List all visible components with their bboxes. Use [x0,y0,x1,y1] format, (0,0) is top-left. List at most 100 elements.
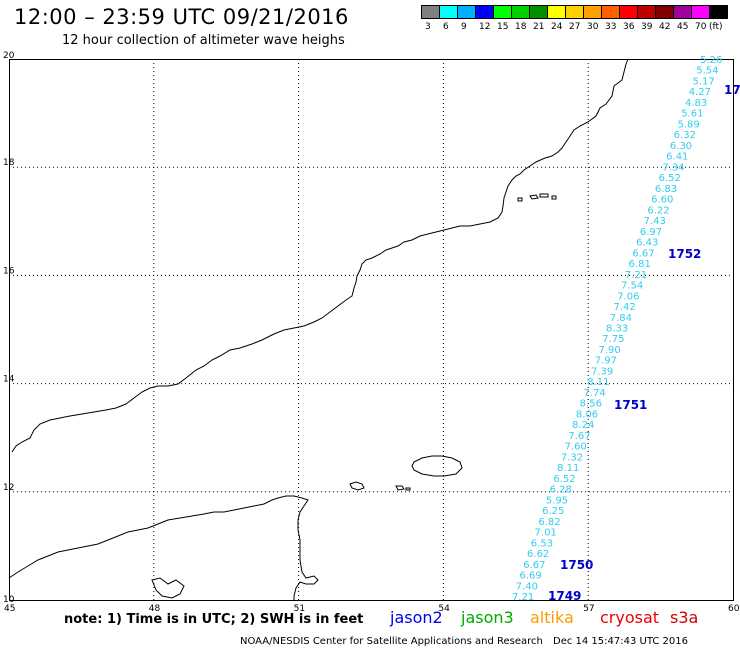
swh-value: 7.67 [568,431,590,442]
mission-s3a: s3a [670,608,699,627]
lat-tick-label: 18 [3,158,15,168]
swh-value: 6.67 [632,248,654,259]
color-scale-label: 42 [659,22,671,32]
swh-value: 7.84 [610,313,632,324]
swh-value: 6.62 [527,549,549,560]
color-scale-unit: (ft) [709,22,723,32]
swh-value: 6.97 [640,227,662,238]
swh-value: 8.56 [580,399,602,410]
swh-value: 6.81 [629,259,651,270]
swh-value: 8.11 [557,463,579,474]
color-swatch [529,5,548,19]
satellite-track-swh: 5.265.545.174.274.835.615.896.326.306.41… [512,55,722,603]
swh-value: 5.54 [696,66,718,77]
swh-value: 6.30 [670,141,692,152]
lat-tick-label: 20 [3,51,15,61]
swh-value: 6.25 [542,506,564,517]
swh-value: 7.75 [602,334,624,345]
color-swatch [691,5,710,19]
color-scale-label: 33 [605,22,617,32]
color-scale-label: 24 [551,22,563,32]
color-swatch [601,5,620,19]
track-time-label: 1751 [614,398,647,412]
color-scale-label: 9 [461,22,467,32]
lat-tick-label: 14 [3,375,15,385]
swh-value: 6.22 [647,205,669,216]
swh-value: 7.74 [583,388,605,399]
color-swatch [565,5,584,19]
color-swatch [637,5,656,19]
swh-value: 7.06 [617,291,639,302]
color-scale-label: 36 [623,22,635,32]
color-scale-label: 21 [533,22,545,32]
credit-line: NOAA/NESDIS Center for Satellite Applica… [240,636,543,647]
longitude-labels: 45 48 51 54 57 60 [4,604,740,614]
mission-jason3: jason3 [461,608,514,627]
swh-value: 5.17 [692,76,714,87]
swh-value: 8.24 [572,420,594,431]
swh-value: 7.54 [621,281,643,292]
swh-value: 5.26 [700,55,722,66]
lon-tick-label: 54 [438,604,450,614]
color-swatch [709,5,728,19]
map-grid [9,59,733,600]
color-scale-label: 15 [497,22,509,32]
swh-value: 8.11 [587,377,609,388]
swh-value: 7.01 [535,528,557,539]
swh-value: 7.21 [512,592,534,603]
color-scale-label: 30 [587,22,599,32]
swh-value: 6.43 [636,238,658,249]
wave-height-color-scale: 3 6 9 12 15 18 21 24 27 30 33 36 39 42 45 70 (ft) [421,5,728,33]
swh-value: 7.97 [595,356,617,367]
map-subtitle: 12 hour collection of altimeter wave hei… [62,33,345,48]
color-swatch [619,5,638,19]
swh-value: 8.33 [606,324,628,335]
lat-tick-label: 12 [3,483,14,493]
swh-value: 5.61 [681,109,703,120]
mission-altika: altika [530,608,574,627]
track-time-labels: 17 1752 1751 1750 1749 [548,83,740,603]
swh-value: 6.83 [655,184,677,195]
lon-tick-label: 57 [583,604,594,614]
swh-value: 7.21 [625,270,647,281]
mission-cryosat: cryosat [600,608,660,627]
mission-jason2: jason2 [390,608,443,627]
track-time-label: 1749 [548,589,581,603]
color-swatch [475,5,494,19]
color-scale-label: 12 [479,22,491,32]
swh-value: 7.34 [662,162,684,173]
track-time-label: 17 [724,83,740,97]
color-scale-label: 27 [569,22,581,32]
swh-value: 8.06 [576,409,598,420]
swh-value: 4.27 [689,87,711,98]
swh-value: 5.89 [677,119,699,130]
color-swatch [673,5,692,19]
islands [151,193,557,599]
swh-value: 5.95 [546,495,568,506]
map-title: 12:00 – 23:59 UTC 09/21/2016 [14,5,349,29]
lon-tick-label: 60 [728,604,740,614]
color-swatch [421,5,440,19]
color-scale-label: 70 [695,22,707,32]
swh-value: 6.32 [674,130,696,141]
color-swatch [511,5,530,19]
color-swatch [547,5,566,19]
color-scale-label: 39 [641,22,653,32]
lat-tick-label: 16 [3,266,15,276]
swh-value: 7.42 [614,302,636,313]
swh-value: 6.53 [531,538,553,549]
latitude-labels: 20 18 16 14 12 10 [3,51,15,605]
swh-value: 6.82 [538,517,560,528]
lon-tick-label: 48 [149,604,161,614]
swh-value: 7.90 [598,345,620,356]
swh-value: 7.32 [561,452,583,463]
track-time-label: 1752 [668,247,701,261]
swh-value: 6.60 [651,195,673,206]
lon-tick-label: 45 [4,604,15,614]
generated-timestamp: Dec 14 15:47:43 UTC 2016 [553,636,688,647]
color-scale-label: 18 [515,22,527,32]
color-swatch [457,5,476,19]
lat-tick-label: 10 [3,595,15,605]
swh-value: 7.40 [516,581,538,592]
color-swatch [439,5,458,19]
